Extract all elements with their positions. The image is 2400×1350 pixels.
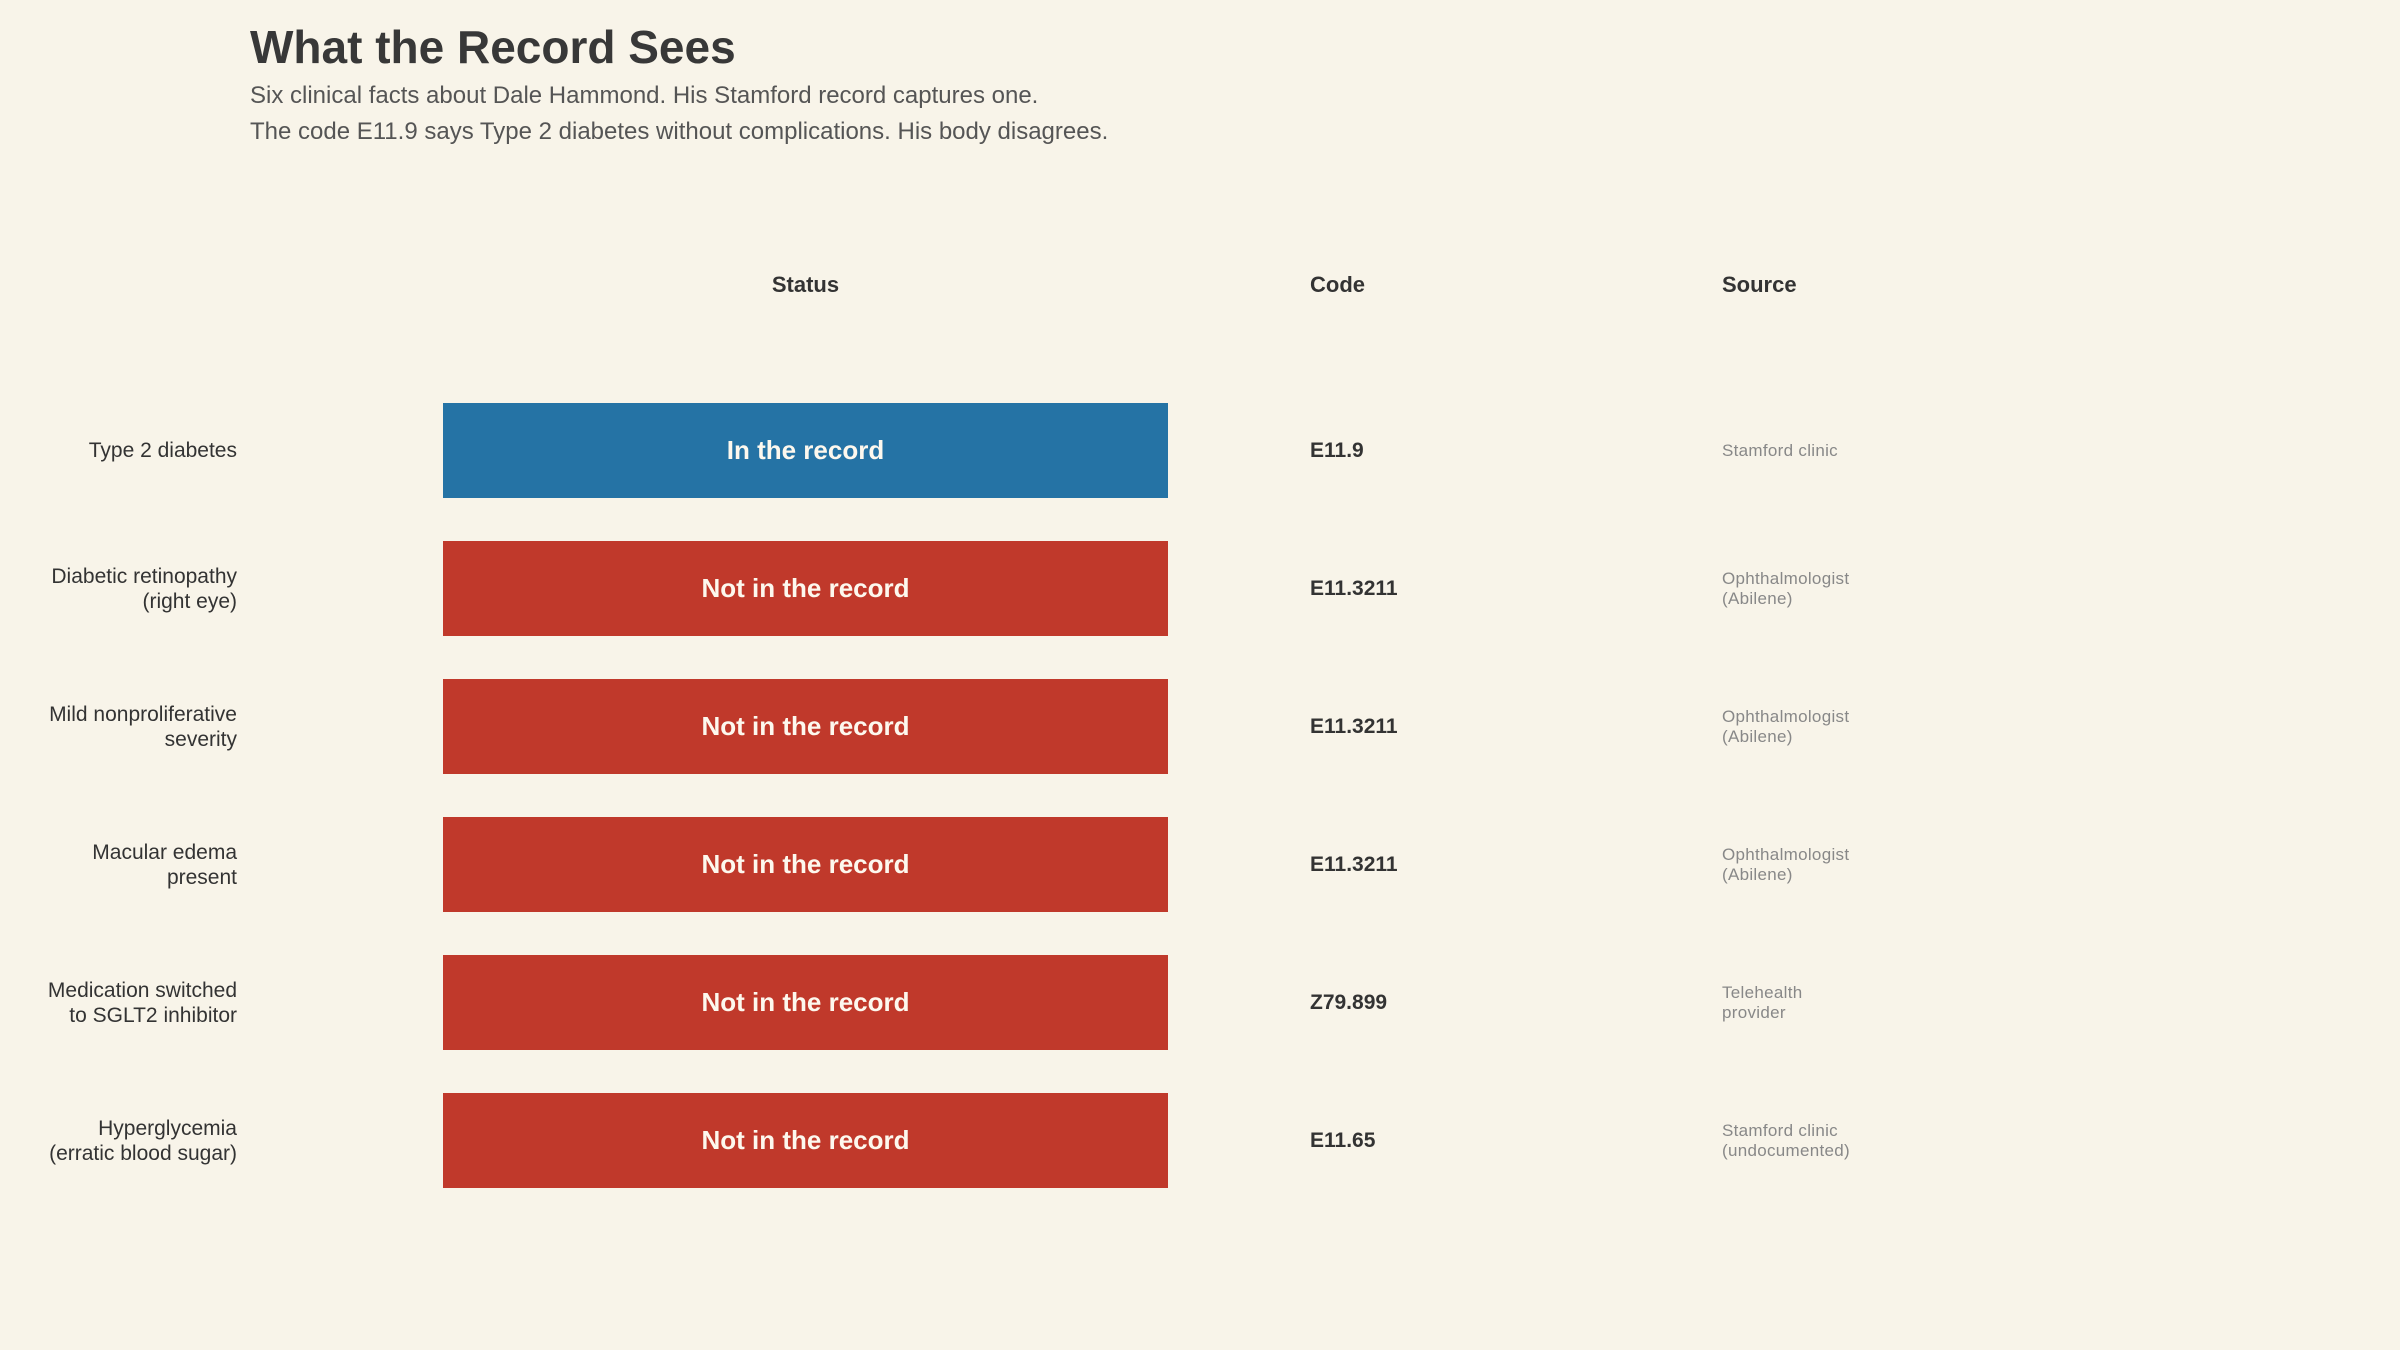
table-row: Medication switched to SGLT2 inhibitor No… [0,955,2400,1050]
fact-label: Type 2 diabetes [88,439,237,462]
fact-label: Hyperglycemia (erratic blood sugar) [49,1116,237,1165]
diagnosis-code: E11.65 [1310,1128,1376,1152]
diagnosis-code: E11.3211 [1310,576,1398,600]
source-label: Telehealth provider [1722,982,1803,1022]
fact-label: Mild nonproliferative severity [49,702,237,751]
diagnosis-code: Z79.899 [1310,990,1388,1014]
source-label: Stamford clinic (undocumented) [1722,1120,1850,1160]
status-bar-not-in-record: Not in the record [443,955,1168,1050]
source-label: Ophthalmologist (Abilene) [1722,706,1850,746]
status-bar-in-record: In the record [443,403,1168,498]
fact-label: Medication switched to SGLT2 inhibitor [47,978,237,1027]
fact-label: Macular edema present [92,840,237,889]
table-row: Hyperglycemia (erratic blood sugar) Not i… [0,1093,2400,1188]
diagnosis-code: E11.3211 [1310,852,1398,876]
chart-subtitle-line-2: The code E11.9 says Type 2 diabetes with… [250,118,1109,145]
diagnosis-code: E11.9 [1310,438,1364,462]
diagnosis-code: E11.3211 [1310,714,1398,738]
chart-title: What the Record Sees [250,21,736,73]
source-column-header: Source [1722,272,1797,297]
source-label: Stamford clinic [1722,440,1838,460]
status-column-header: Status [771,272,840,297]
status-bar-not-in-record: Not in the record [443,541,1168,636]
table-row: Type 2 diabetes In the record E11.9 Stamfor… [0,403,2400,498]
status-bar-not-in-record: Not in the record [443,679,1168,774]
table-row: Mild nonproliferative severity Not in the… [0,679,2400,774]
source-label: Ophthalmologist (Abilene) [1722,568,1850,608]
fact-label: Diabetic retinopathy (right eye) [51,564,237,613]
status-bar-not-in-record: Not in the record [443,817,1168,912]
chart-subtitle-line-1: Six clinical facts about Dale Hammond. H… [250,82,1039,109]
table-row: Diabetic retinopathy (right eye) Not in t… [0,541,2400,636]
status-bar-not-in-record: Not in the record [443,1093,1168,1188]
source-label: Ophthalmologist (Abilene) [1722,844,1850,884]
code-column-header: Code [1310,272,1365,297]
table-row: Macular edema present Not in the record E1… [0,817,2400,912]
